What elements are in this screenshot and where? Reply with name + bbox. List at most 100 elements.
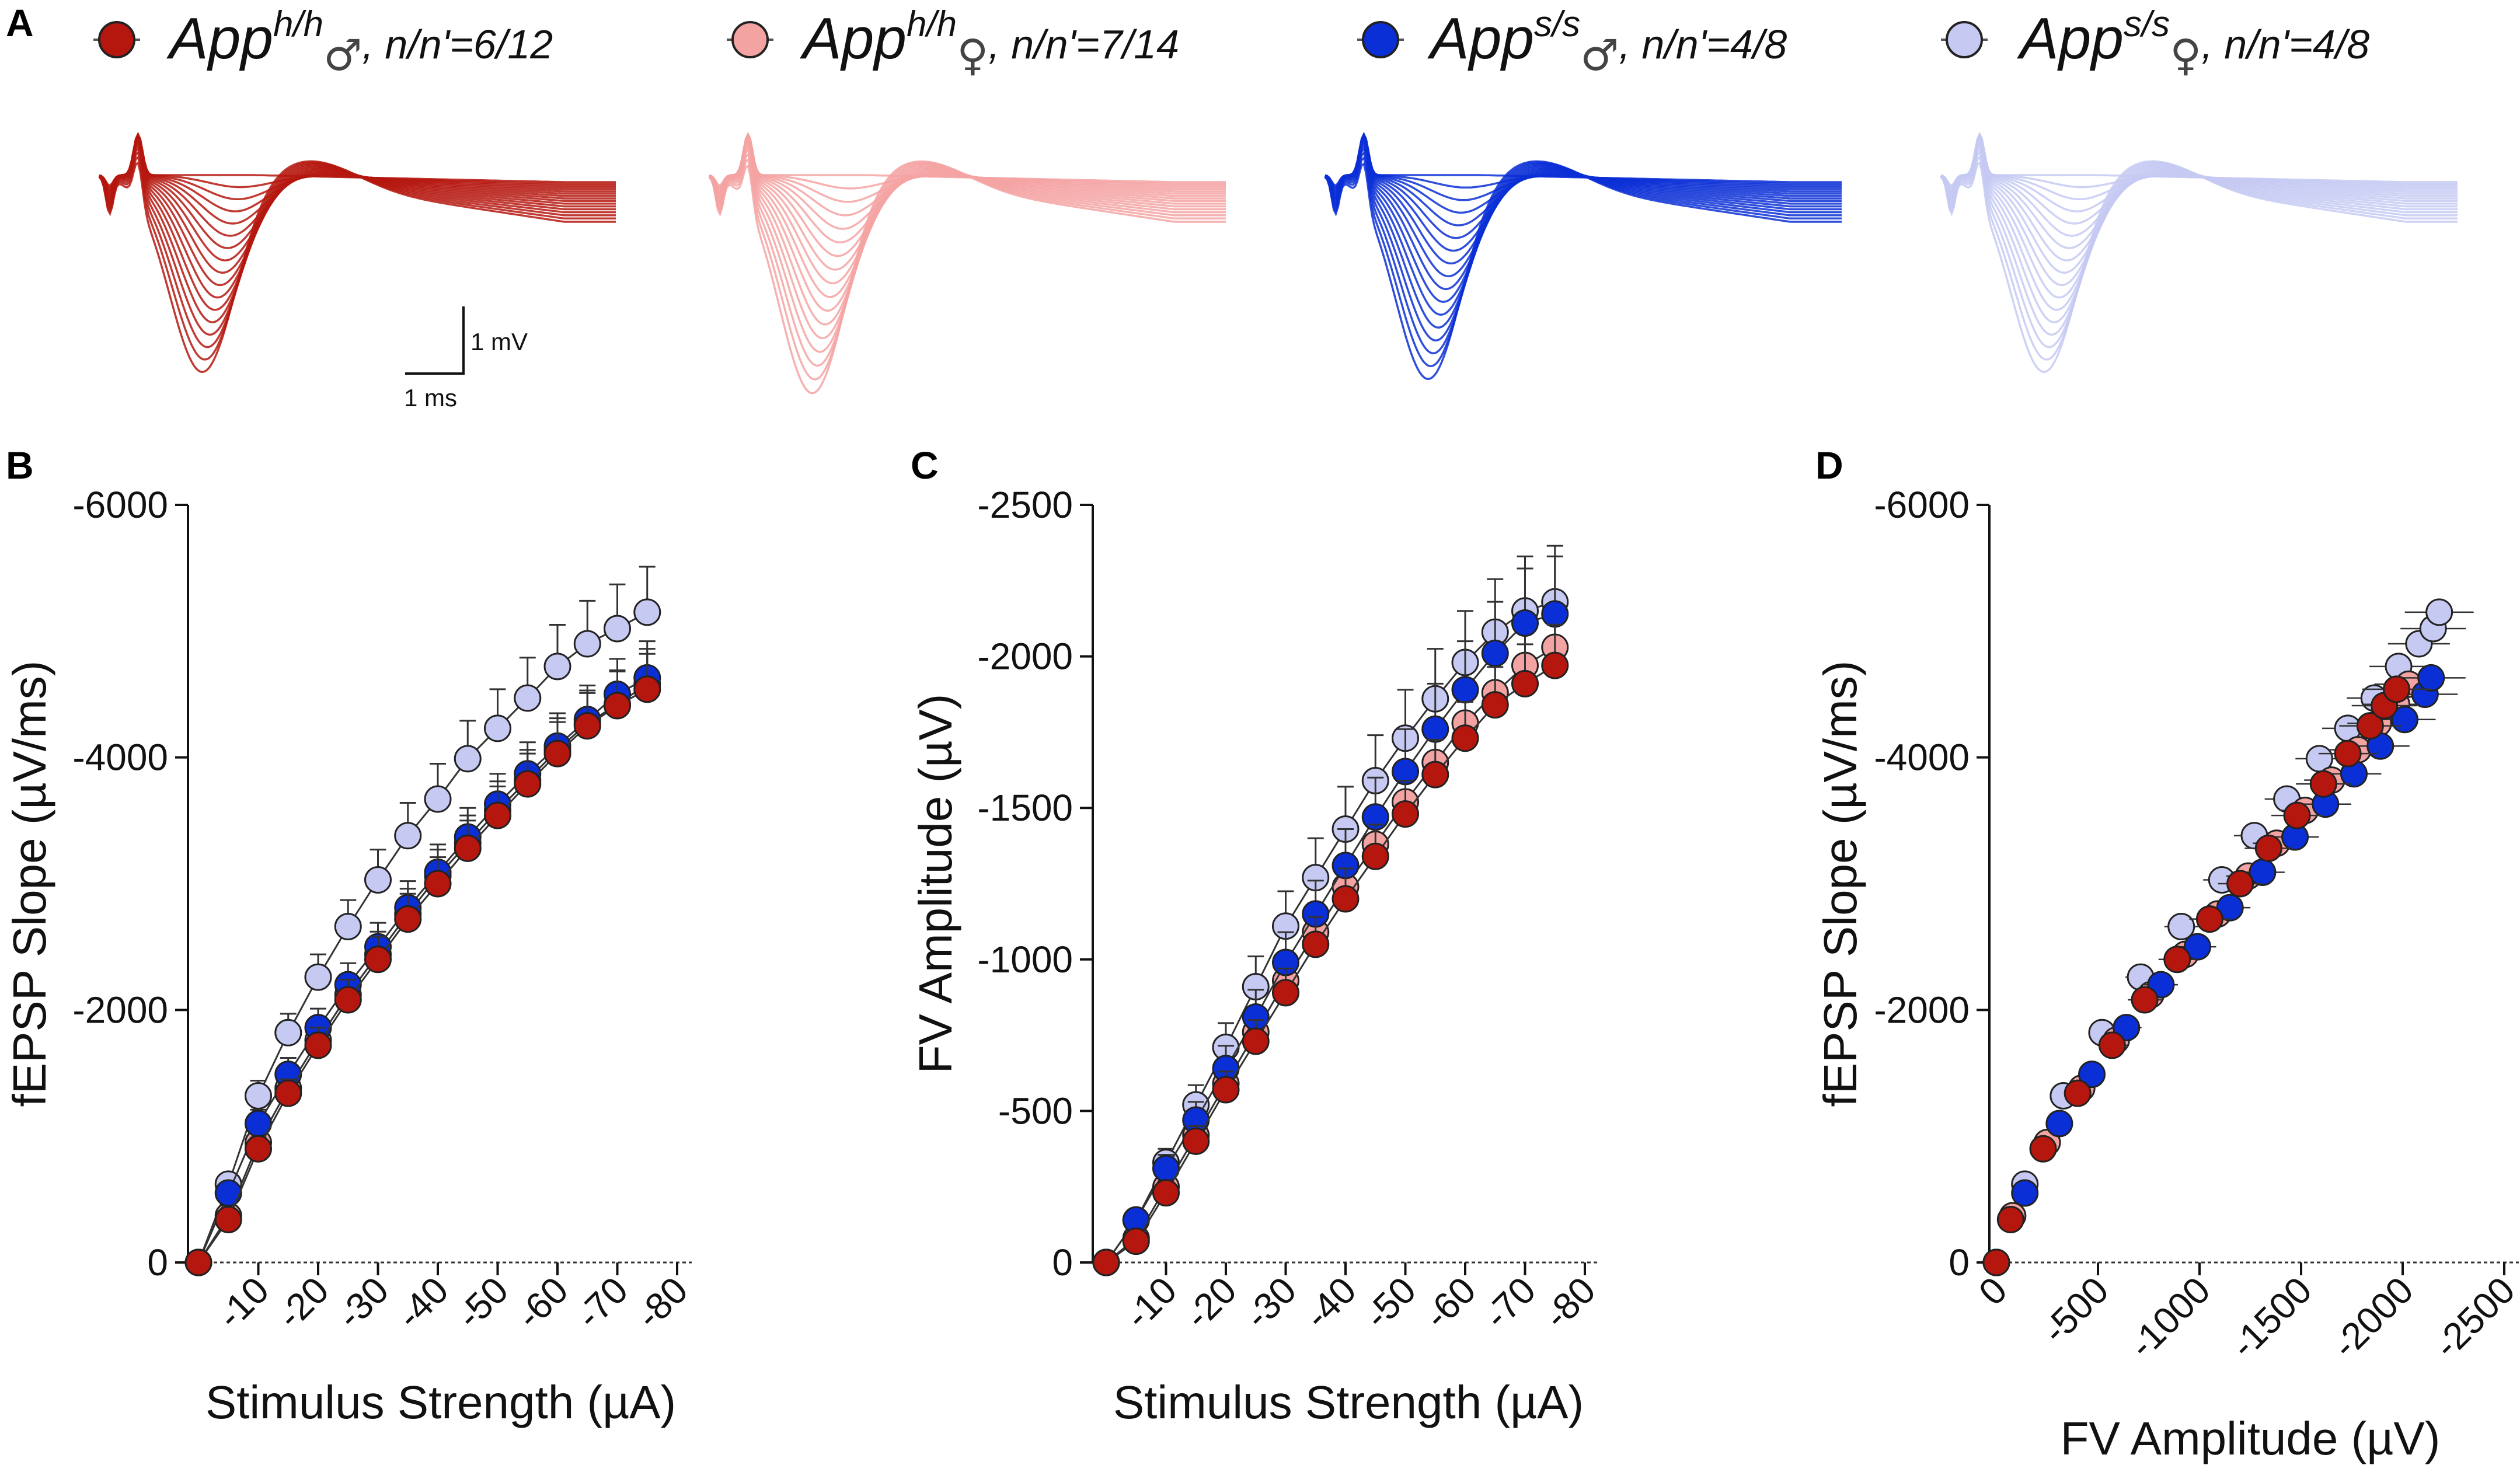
data-point: [1361, 842, 1389, 870]
data-point: [2356, 712, 2384, 740]
series-hh-female: [1982, 670, 2444, 1276]
series-hh-male: [184, 653, 661, 1276]
x-tick-label: -1500: [2222, 1269, 2320, 1366]
x-axis-title: Stimulus Strength (µA): [205, 1376, 676, 1428]
legend-marker-hh-female: [731, 21, 769, 58]
data-point: [2254, 834, 2282, 862]
data-point: [214, 1179, 242, 1207]
data-point: [1152, 1179, 1180, 1207]
data-point: [1421, 715, 1449, 743]
data-point: [1511, 609, 1539, 637]
series-hh-female: [184, 648, 661, 1276]
legend-entry-hh-male: Apph/h♂, n/n'=6/12: [93, 4, 553, 81]
trace-sweep: [1940, 132, 2458, 212]
data-point: [1541, 600, 1569, 628]
trace-sweep: [99, 132, 616, 212]
data-point: [543, 653, 571, 681]
series-line: [1105, 601, 1556, 1263]
data-point: [1541, 651, 1569, 679]
data-point: [604, 615, 631, 643]
scale-bar-horizontal-label: 1 ms: [404, 384, 457, 411]
data-point: [2383, 675, 2411, 703]
data-point: [2064, 1079, 2092, 1107]
y-tick-label: -4000: [72, 737, 168, 779]
y-tick-label: -1000: [977, 939, 1073, 981]
data-point: [514, 684, 542, 712]
data-point: [1982, 1248, 2010, 1276]
y-tick-label: 0: [1949, 1241, 1970, 1283]
data-point: [454, 745, 482, 773]
x-tick-label: -40: [1296, 1269, 1364, 1337]
data-point: [1302, 930, 1330, 958]
series-ss-male: [1092, 555, 1569, 1276]
data-point: [364, 946, 392, 974]
data-point: [1481, 691, 1509, 719]
panel-letter-b: B: [6, 444, 34, 487]
data-point: [274, 1018, 302, 1047]
y-tick-label: -2000: [1874, 989, 1970, 1031]
scale-bar: 1 mV 1 ms: [404, 306, 528, 411]
x-tick-label: -60: [1416, 1269, 1484, 1337]
trace-sweep: [1324, 143, 1842, 329]
data-point: [424, 870, 452, 898]
trace-sweep: [99, 135, 616, 274]
data-point: [2417, 664, 2445, 692]
legend-entry-ss-male: Apps/s♂, n/n'=4/8: [1357, 4, 1787, 81]
x-tick-label: -50: [1356, 1269, 1424, 1337]
panel-a-traces: [98, 131, 2458, 395]
data-point: [274, 1079, 302, 1107]
data-point: [2226, 870, 2254, 898]
legend-label-hh-male: Apph/h♂, n/n'=6/12: [166, 4, 553, 81]
data-point: [394, 822, 422, 850]
trace-sweep: [708, 160, 1226, 395]
x-tick-label: -2000: [2324, 1269, 2421, 1366]
data-point: [1511, 669, 1539, 697]
y-axis-title: fEPSP Slope (µV/ms): [4, 661, 55, 1107]
data-point: [214, 1205, 242, 1233]
data-point: [184, 1248, 212, 1276]
series-ss-male: [1982, 664, 2466, 1276]
data-point: [1332, 885, 1360, 913]
trace-group-ss-female: [1940, 131, 2458, 374]
scale-bar-vertical-label: 1 mV: [470, 328, 528, 355]
data-point: [2334, 740, 2362, 768]
panel-letter-d: D: [1815, 444, 1843, 487]
panel-b-chart: 0 -2000 -4000 -6000 -10-20-30-40-50-60-70-80…: [4, 484, 696, 1428]
x-tick-label: -50: [448, 1269, 516, 1337]
x-tick-label: -500: [2034, 1269, 2116, 1351]
y-tick-label: -1500: [977, 787, 1073, 829]
x-tick-label: -40: [389, 1269, 456, 1337]
data-point: [1242, 1027, 1270, 1055]
data-point: [304, 1031, 332, 1059]
data-point: [2425, 598, 2453, 626]
data-point: [2283, 801, 2311, 829]
data-point: [454, 834, 482, 862]
x-tick-label: -10: [1117, 1269, 1184, 1337]
data-point: [1182, 1127, 1210, 1155]
data-point: [2078, 1061, 2106, 1089]
trace-group-hh-female: [708, 131, 1226, 395]
series-line: [1106, 646, 1556, 1264]
data-point: [1996, 1205, 2024, 1233]
trace-group-hh-male: [98, 131, 616, 374]
y-axis-title: FV Amplitude (µV): [909, 694, 961, 1074]
data-point: [633, 675, 661, 703]
panel-letter-a: A: [6, 1, 34, 44]
data-point: [1421, 761, 1449, 789]
series-line: [1106, 664, 1556, 1264]
data-point: [364, 866, 392, 894]
x-tick-label: -60: [508, 1269, 576, 1337]
data-point: [1451, 676, 1479, 704]
data-point: [1122, 1227, 1150, 1255]
y-tick-label: -2000: [72, 989, 168, 1031]
series-line: [197, 688, 648, 1263]
data-point: [424, 785, 452, 813]
scale-bar-lines: [405, 306, 465, 375]
x-tick-label: -80: [628, 1269, 696, 1337]
y-tick-label: 0: [1052, 1241, 1073, 1283]
legend-marker-hh-male: [98, 21, 135, 58]
data-point: [245, 1082, 272, 1110]
data-point: [394, 905, 422, 933]
legend-entry-hh-female: Apph/h♀, n/n'=7/14: [727, 4, 1179, 81]
